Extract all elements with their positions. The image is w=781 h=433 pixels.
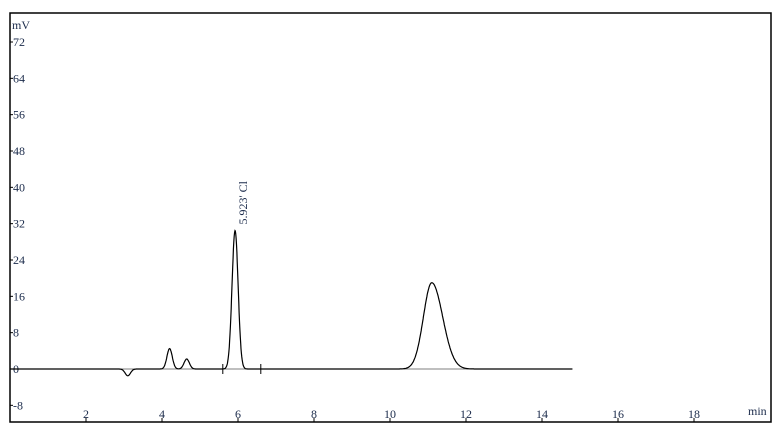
x-tick-label: 6 xyxy=(235,407,241,421)
x-tick-label: 2 xyxy=(83,407,89,421)
x-tick-label: 10 xyxy=(384,407,396,421)
y-tick-label: 24 xyxy=(13,253,25,267)
y-tick-label: 56 xyxy=(13,108,25,122)
y-tick-label: 40 xyxy=(13,180,25,194)
y-tick-label: 32 xyxy=(13,217,25,231)
y-tick-label: 72 xyxy=(13,35,25,49)
x-tick-label: 12 xyxy=(460,407,472,421)
x-tick-label: 8 xyxy=(311,407,317,421)
y-tick-label: 64 xyxy=(13,71,25,85)
peak-annotation: 5.923' Cl xyxy=(236,180,250,224)
x-tick-label: 14 xyxy=(536,407,548,421)
y-tick-label: 8 xyxy=(13,326,19,340)
chromatogram-trace xyxy=(10,229,573,377)
x-tick-label: 16 xyxy=(612,407,624,421)
y-tick-label: 48 xyxy=(13,144,25,158)
y-tick-label: -8 xyxy=(13,398,23,412)
y-tick-label: 16 xyxy=(13,289,25,303)
x-tick-label: 18 xyxy=(688,407,700,421)
y-axis-label: mV xyxy=(12,18,30,32)
x-axis-label: min xyxy=(748,404,767,418)
x-tick-label: 4 xyxy=(159,407,165,421)
plot-frame xyxy=(9,12,772,423)
